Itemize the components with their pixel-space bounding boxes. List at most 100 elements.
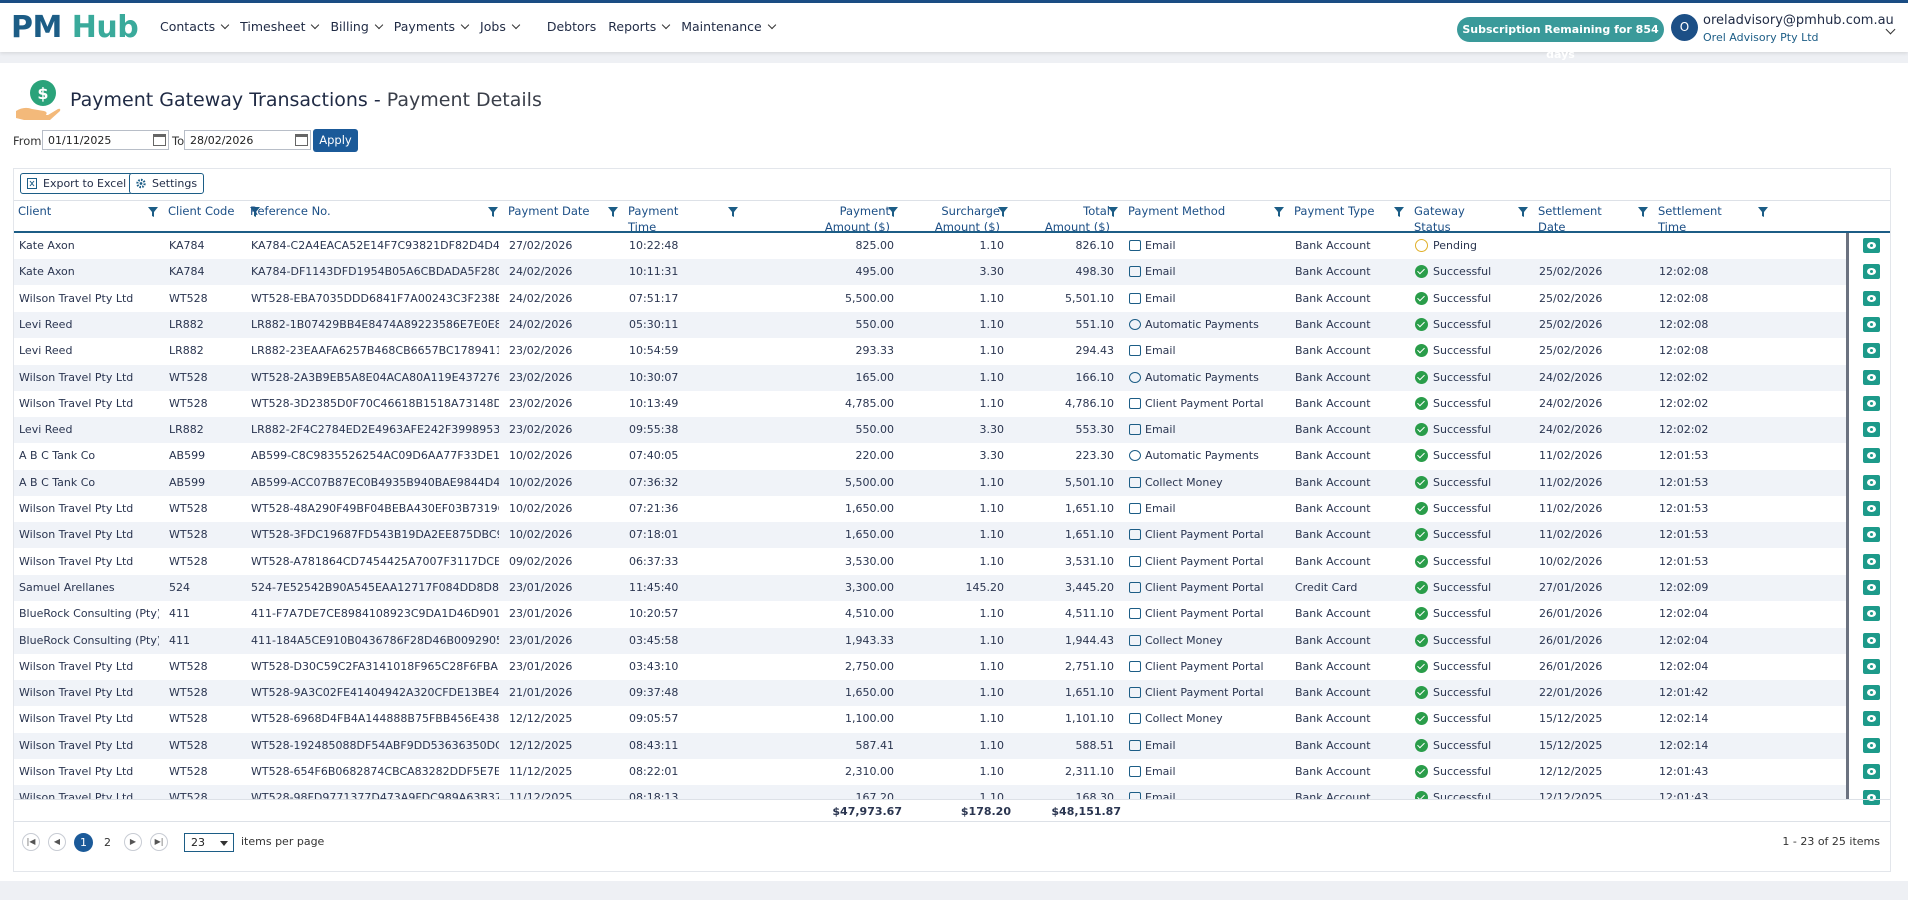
table-row[interactable]: Wilson Travel Pty Ltd WT528 WT528-2A3B9EB5…	[14, 364, 1846, 391]
menu-item-debtors[interactable]: Debtors	[547, 18, 596, 36]
table-row[interactable]: Wilson Travel Pty Ltd WT528 WT528-3D2385D0…	[14, 391, 1846, 417]
filter-funnel-icon[interactable]	[998, 207, 1008, 217]
table-row[interactable]: Levi Reed LR882 LR882-2F4C2784ED2E4963AFE2…	[14, 417, 1846, 444]
filter-funnel-icon[interactable]	[608, 207, 618, 217]
table-row[interactable]: Wilson Travel Pty Ltd WT528 WT528-A781864C…	[14, 549, 1846, 575]
column-header-payment-date[interactable]: Payment Date	[504, 201, 614, 234]
view-eye-icon[interactable]	[1863, 579, 1880, 595]
logo[interactable]: PM Hub	[11, 12, 139, 44]
page-2-button[interactable]: 2	[104, 836, 111, 849]
view-eye-icon[interactable]	[1863, 395, 1880, 411]
view-eye-icon[interactable]	[1863, 764, 1880, 779]
view-eye-icon[interactable]	[1863, 632, 1880, 648]
user-org[interactable]: Orel Advisory Pty Ltd	[1703, 31, 1819, 44]
subscription-badge[interactable]: Subscription Remaining for 854 days	[1457, 17, 1664, 61]
column-header-settlement-time[interactable]: Settlement Time	[1654, 201, 1764, 234]
table-row[interactable]: Wilson Travel Pty Ltd WT528 WT528-98FD9771…	[14, 785, 1846, 799]
filter-funnel-icon[interactable]	[250, 207, 260, 217]
column-header-payment-method[interactable]: Payment Method	[1124, 201, 1280, 234]
column-header-payment-type[interactable]: Payment Type	[1290, 201, 1400, 234]
column-header-settlement-date[interactable]: Settlement Date	[1534, 201, 1644, 234]
column-header-gateway-status[interactable]: Gateway Status	[1410, 201, 1524, 234]
grid-body[interactable]: Kate Axon KA784 KA784-C2A4EACA52E14F7C9382…	[14, 233, 1846, 799]
table-row[interactable]: Wilson Travel Pty Ltd WT528 WT528-654F6B06…	[14, 759, 1846, 785]
view-eye-icon[interactable]	[1863, 369, 1880, 385]
filter-funnel-icon[interactable]	[1394, 207, 1404, 217]
table-row[interactable]: Wilson Travel Pty Ltd WT528 WT528-19248508…	[14, 732, 1846, 759]
from-date-input[interactable]: 01/11/2025	[42, 130, 169, 150]
table-row[interactable]: BlueRock Consulting (Pty) Ltd 411 411-184A…	[14, 627, 1846, 654]
view-eye-icon[interactable]	[1863, 264, 1880, 280]
view-eye-icon[interactable]	[1863, 422, 1880, 438]
table-row[interactable]: Kate Axon KA784 KA784-DF1143DFD1954B05A6CB…	[14, 259, 1846, 286]
prev-page-button[interactable]: ◀	[48, 833, 66, 851]
table-row[interactable]: Levi Reed LR882 LR882-23EAAFA6257B468CB665…	[14, 338, 1846, 364]
filter-funnel-icon[interactable]	[148, 207, 158, 217]
table-row[interactable]: Wilson Travel Pty Ltd WT528 WT528-D30C59C2…	[14, 654, 1846, 680]
page-size-select[interactable]: 23	[184, 833, 234, 852]
view-eye-icon[interactable]	[1863, 790, 1880, 806]
view-eye-icon[interactable]	[1863, 527, 1880, 543]
menu-item-contacts[interactable]: Contacts	[160, 18, 230, 36]
filter-funnel-icon[interactable]	[1518, 207, 1528, 217]
cell-text: Successful	[1433, 317, 1492, 331]
view-eye-icon[interactable]	[1863, 737, 1880, 753]
table-row[interactable]: Levi Reed LR882 LR882-1B07429BB4E8474A8922…	[14, 311, 1846, 338]
view-eye-icon[interactable]	[1863, 606, 1880, 622]
menu-item-maintenance[interactable]: Maintenance	[681, 18, 776, 36]
table-row[interactable]: Wilson Travel Pty Ltd WT528 WT528-EBA7035D…	[14, 286, 1846, 312]
menu-item-timesheet[interactable]: Timesheet	[240, 18, 320, 36]
filter-funnel-icon[interactable]	[488, 207, 498, 217]
table-row[interactable]: Kate Axon KA784 KA784-C2A4EACA52E14F7C9382…	[14, 233, 1846, 259]
column-header-payment-time[interactable]: Payment Time	[624, 201, 734, 234]
menu-item-jobs[interactable]: Jobs	[480, 18, 521, 36]
export-excel-button[interactable]: Export to Excel	[20, 173, 134, 194]
view-eye-icon[interactable]	[1863, 316, 1880, 332]
filter-funnel-icon[interactable]	[1758, 207, 1768, 217]
table-row[interactable]: A B C Tank Co AB599 AB599-C8C9835526254AC0…	[14, 443, 1846, 469]
menu-item-billing[interactable]: Billing	[330, 18, 384, 36]
calendar-icon[interactable]	[295, 134, 308, 146]
user-menu-chevron-icon[interactable]	[1885, 24, 1896, 35]
filter-funnel-icon[interactable]	[888, 207, 898, 217]
menu-item-reports[interactable]: Reports	[608, 18, 671, 36]
view-eye-icon[interactable]	[1863, 658, 1880, 674]
table-row[interactable]: BlueRock Consulting (Pty) Ltd 411 411-F7A7…	[14, 601, 1846, 627]
settings-button[interactable]: Settings	[129, 173, 205, 194]
view-eye-icon[interactable]	[1863, 448, 1880, 464]
view-eye-icon[interactable]	[1863, 474, 1880, 490]
column-header-client[interactable]: Client	[14, 201, 154, 234]
next-page-button[interactable]: ▶	[124, 833, 142, 851]
filter-funnel-icon[interactable]	[1108, 207, 1118, 217]
first-page-button[interactable]: |◀	[22, 833, 40, 851]
table-row[interactable]: A B C Tank Co AB599 AB599-ACC07B87EC0B4935…	[14, 469, 1846, 496]
view-eye-icon[interactable]	[1863, 711, 1880, 727]
view-eye-icon[interactable]	[1863, 343, 1880, 359]
view-eye-icon[interactable]	[1863, 685, 1880, 701]
column-header-client-code[interactable]: Client Code	[164, 201, 256, 234]
table-row[interactable]: Wilson Travel Pty Ltd WT528 WT528-6968D4FB…	[14, 706, 1846, 732]
table-row[interactable]: Samuel Arellanes 524 524-7E52542B90A545EAA…	[14, 574, 1846, 601]
apply-button[interactable]: Apply	[313, 129, 358, 152]
page-1-button[interactable]: 1	[74, 833, 93, 852]
column-header-total-amount[interactable]: Total Amount ($)	[1014, 201, 1114, 234]
last-page-button[interactable]: ▶|	[150, 833, 168, 851]
menu-item-payments[interactable]: Payments	[394, 18, 470, 36]
column-header-surcharge-amount[interactable]: Surcharge Amount ($)	[904, 201, 1004, 234]
user-email[interactable]: oreladvisory@pmhub.com.au	[1703, 13, 1894, 28]
view-eye-icon[interactable]	[1863, 290, 1880, 306]
table-row[interactable]: Wilson Travel Pty Ltd WT528 WT528-48A290F4…	[14, 496, 1846, 522]
view-eye-icon[interactable]	[1863, 501, 1880, 516]
to-date-input[interactable]: 28/02/2026	[184, 130, 311, 150]
avatar[interactable]: O	[1671, 14, 1698, 41]
filter-funnel-icon[interactable]	[728, 207, 738, 217]
column-header-payment-amount[interactable]: Payment Amount ($)	[752, 201, 894, 234]
view-eye-icon[interactable]	[1863, 238, 1880, 253]
filter-funnel-icon[interactable]	[1638, 207, 1648, 217]
view-eye-icon[interactable]	[1863, 553, 1880, 569]
column-header-reference-no[interactable]: Reference No.	[246, 201, 494, 234]
table-row[interactable]: Wilson Travel Pty Ltd WT528 WT528-3FDC1968…	[14, 522, 1846, 549]
calendar-icon[interactable]	[153, 134, 166, 146]
filter-funnel-icon[interactable]	[1274, 207, 1284, 217]
table-row[interactable]: Wilson Travel Pty Ltd WT528 WT528-9A3C02FE…	[14, 680, 1846, 707]
